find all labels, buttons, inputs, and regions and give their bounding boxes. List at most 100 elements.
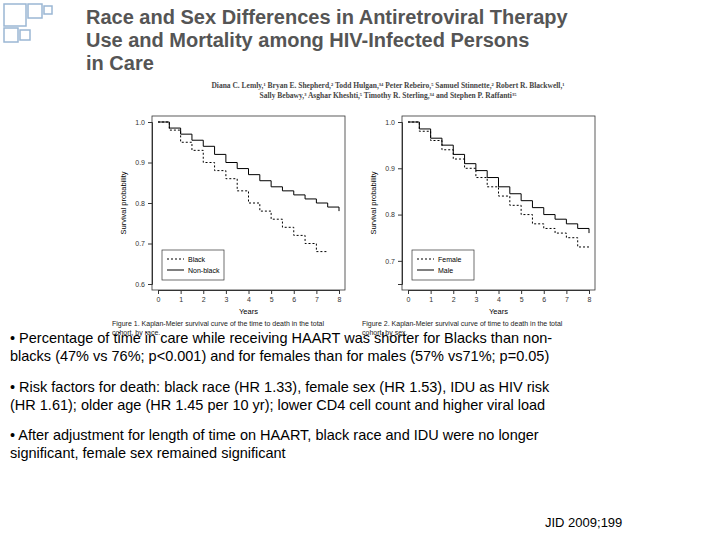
- tick-label: 2: [202, 296, 206, 303]
- tick: 4: [247, 290, 251, 303]
- tick: 0: [157, 290, 161, 303]
- tick-label: 5: [520, 296, 524, 303]
- tick-label: 1: [179, 296, 183, 303]
- survival-line: [408, 122, 589, 247]
- tick: 1: [429, 290, 433, 303]
- legend-swatch: [417, 270, 434, 271]
- survival-line: [158, 122, 339, 211]
- tick-mark: [148, 244, 152, 245]
- tick-label: 1.0: [135, 119, 145, 126]
- tick-mark: [544, 290, 545, 294]
- tick: 0.7: [135, 240, 152, 247]
- tick: 0: [407, 290, 411, 303]
- tick-label: 5: [270, 296, 274, 303]
- tick-label: 0: [407, 296, 411, 303]
- authors: Sally Bebawy,³ Asghar Kheshti,⁵ Timothy …: [260, 91, 518, 100]
- survival-line: [158, 122, 328, 252]
- tick: 2: [452, 290, 456, 303]
- tick-label: 0.8: [135, 200, 145, 207]
- legend-label: Non-black: [188, 267, 220, 274]
- tick: 8: [588, 290, 592, 303]
- tick-mark: [181, 290, 182, 294]
- tick-mark: [148, 122, 152, 123]
- x-axis-title: Years: [489, 307, 508, 316]
- tick: 5: [520, 290, 524, 303]
- tick: 5: [270, 290, 274, 303]
- tick: 6: [542, 290, 546, 303]
- tick-label: 0.6: [135, 281, 145, 288]
- bullet-text: blacks (47% vs 76%; p<0.001) and for fem…: [10, 348, 549, 364]
- survival-line: [408, 122, 589, 233]
- tick-label: 0: [157, 296, 161, 303]
- tick-mark: [453, 290, 454, 294]
- axis-line: [398, 123, 403, 285]
- title: Race and Sex Differences in Antiretrovir…: [86, 6, 569, 28]
- tick-label: 6: [292, 296, 296, 303]
- x-axis: 012345678: [157, 290, 342, 303]
- tick: 6: [292, 290, 296, 303]
- tick-mark: [499, 290, 500, 294]
- legend-box: [162, 250, 224, 280]
- caption: Figure 2. Kaplan-Meier survival curve of…: [362, 320, 563, 328]
- legend: Female Male: [412, 250, 474, 280]
- tick-mark: [158, 290, 159, 294]
- logo: [4, 4, 52, 42]
- y-axis: 0.6 0.7 0.8 0.9 1.0: [135, 119, 152, 288]
- tick: 0.9: [135, 159, 152, 166]
- tick-mark: [589, 290, 590, 294]
- y-axis-title: Survival probability: [369, 171, 378, 234]
- tick-mark: [148, 284, 152, 285]
- tick: 1.0: [385, 119, 402, 126]
- logo-square: [20, 30, 30, 40]
- tick-label: 4: [247, 296, 251, 303]
- tick-mark: [148, 203, 152, 204]
- legend-label: Male: [438, 267, 453, 274]
- tick-mark: [398, 122, 402, 123]
- tick-label: 0.7: [385, 258, 395, 265]
- legend-swatch: [417, 259, 434, 260]
- logo-square: [44, 6, 52, 14]
- tick-mark: [476, 290, 477, 294]
- tick-mark: [398, 261, 402, 262]
- legend-label: Female: [438, 256, 461, 263]
- logo-square: [4, 28, 18, 42]
- tick-label: 3: [474, 296, 478, 303]
- tick-label: 8: [338, 296, 342, 303]
- tick-mark: [226, 290, 227, 294]
- tick: 7: [565, 290, 569, 303]
- tick-mark: [249, 290, 250, 294]
- legend: Black Non-black: [162, 250, 224, 280]
- tick-label: 4: [497, 296, 501, 303]
- tick-mark: [316, 290, 317, 294]
- tick-mark: [203, 290, 204, 294]
- tick-label: 6: [542, 296, 546, 303]
- tick-label: 2: [452, 296, 456, 303]
- tick: 1.0: [135, 119, 152, 126]
- tick-mark: [431, 290, 432, 294]
- tick-mark: [148, 163, 152, 164]
- tick-mark: [339, 290, 340, 294]
- tick-label: 0.7: [135, 240, 145, 247]
- tick: 3: [474, 290, 478, 303]
- title: in Care: [86, 52, 154, 74]
- tick-label: 0.8: [385, 211, 395, 218]
- chart: 0123456780.70.80.91.0YearsSurvival proba…: [362, 116, 595, 337]
- tick-mark: [271, 290, 272, 294]
- tick-mark: [566, 290, 567, 294]
- tick-mark: [398, 168, 402, 169]
- x-axis: 0 1 2 3 4 5 6 7 8: [407, 290, 592, 303]
- legend-swatch: [167, 259, 184, 260]
- tick: 7: [315, 290, 319, 303]
- logo-square: [4, 4, 26, 26]
- legend-label: Black: [188, 256, 206, 263]
- axis-line: [409, 291, 590, 295]
- caption: Figure 1. Kaplan-Meier survival curve of…: [112, 320, 324, 328]
- bullet-text: (HR 1.61); older age (HR 1.45 per 10 yr)…: [10, 397, 545, 413]
- tick: 8: [338, 290, 342, 303]
- legend-box: [412, 250, 474, 280]
- authors: Diana C. Lemly,¹ Bryan E. Shepherd,² Tod…: [211, 81, 564, 90]
- x-axis-title: Years: [239, 307, 258, 316]
- axis-line: [148, 123, 153, 285]
- tick: 2: [202, 290, 206, 303]
- tick-mark: [521, 290, 522, 294]
